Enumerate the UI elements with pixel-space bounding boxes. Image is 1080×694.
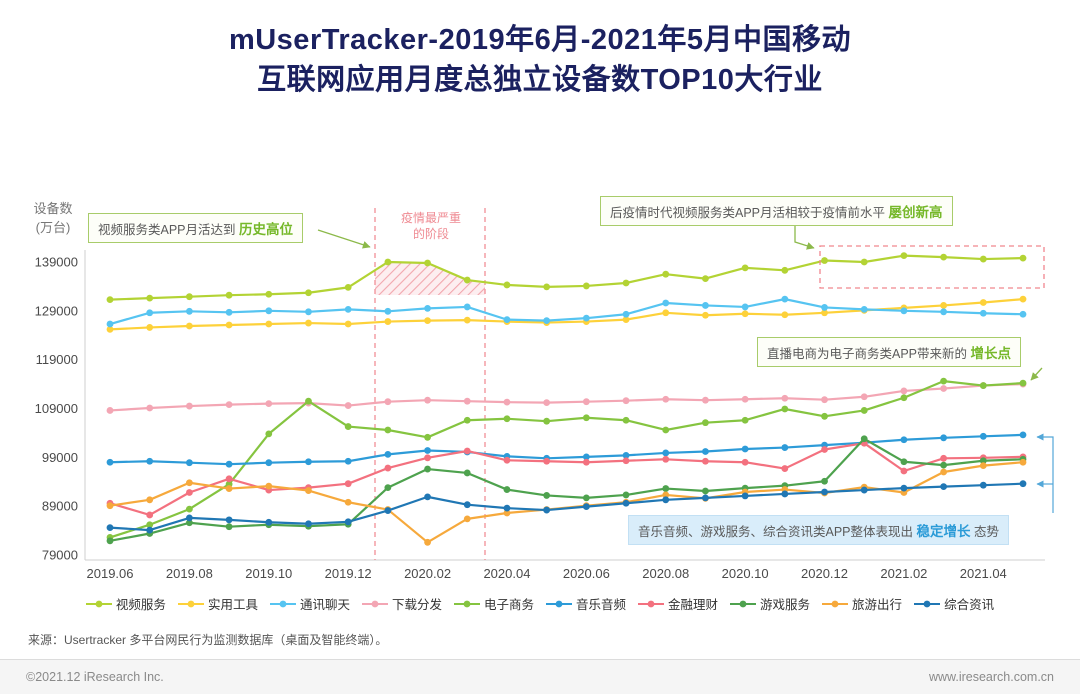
svg-text:2020.12: 2020.12 <box>801 566 848 581</box>
annotation-stable-growth-suffix: 态势 <box>970 525 999 539</box>
series-line-视频服务 <box>106 252 1027 304</box>
legend-marker-icon <box>638 600 665 607</box>
new-high-dashed-box <box>819 245 1045 289</box>
legend-item-视频服务: 视频服务 <box>85 594 166 613</box>
annotation-new-high-text: 后疫情时代视频服务类APP月活相较于疫情前水平 <box>610 206 889 220</box>
legend-marker-icon <box>822 600 849 607</box>
annotation-new-high: 后疫情时代视频服务类APP月活相较于疫情前水平 屡创新高 <box>600 196 953 226</box>
legend-item-综合资讯: 综合资讯 <box>914 594 994 613</box>
epidemic-label-line2: 的阶段 <box>412 227 449 242</box>
annotation-new-high-highlight: 屡创新高 <box>888 205 943 220</box>
epidemic-period-label: 疫情最严重 的阶段 <box>381 210 481 242</box>
y-axis-title-line2: (万台) <box>35 219 71 235</box>
x-axis-ticks: 2019.06 2019.08 2019.10 2019.12 2020.02 2020.… <box>87 566 1007 581</box>
svg-text:99000: 99000 <box>42 450 78 465</box>
annotation-history-high-highlight: 历史高位 <box>239 222 293 237</box>
legend-label: 下载分发 <box>391 598 442 612</box>
svg-text:129000: 129000 <box>35 303 78 318</box>
legend-label: 金融理财 <box>668 598 719 612</box>
svg-text:2020.08: 2020.08 <box>642 566 689 581</box>
epidemic-label-line1: 疫情最严重 <box>400 211 461 225</box>
svg-text:109000: 109000 <box>35 401 78 416</box>
y-axis-title-line1: 设备数 <box>33 201 73 216</box>
legend-marker-icon <box>914 600 941 607</box>
footer-copyright: ©2021.12 iResearch Inc. <box>26 670 164 684</box>
series-line-下载分发 <box>106 380 1027 414</box>
y-axis-title: 设备数 (万台) <box>22 200 84 238</box>
page-title-line2: 互联网应用月度总独立设备数TOP10大行业 <box>257 64 823 97</box>
series-line-实用工具 <box>106 295 1027 333</box>
chart-legend: 视频服务 实用工具 通讯聊天 下载分发 电子商务 音乐音频 金融理财 游戏服务 旅游出行 综合资讯 <box>0 594 1080 613</box>
legend-label: 音乐音频 <box>576 598 627 612</box>
legend-item-金融理财: 金融理财 <box>638 594 718 613</box>
page-title: mUserTracker-2019年6月-2021年5月中国移动 互联网应用月度… <box>0 20 1080 100</box>
annotation-growth-point-highlight: 增长点 <box>970 346 1012 361</box>
svg-text:2020.04: 2020.04 <box>483 566 530 581</box>
svg-text:139000: 139000 <box>35 255 78 270</box>
annotation-history-high: 视频服务类APP月活达到 历史高位 <box>88 213 303 243</box>
legend-label: 通讯聊天 <box>299 598 350 612</box>
legend-marker-icon <box>177 600 204 607</box>
legend-marker-icon <box>546 600 572 607</box>
footer-bar: ©2021.12 iResearch Inc. www.iresearch.co… <box>0 659 1080 694</box>
series-line-综合资讯 <box>106 480 1027 534</box>
svg-text:2021.04: 2021.04 <box>960 566 1007 581</box>
epidemic-dashed-lines <box>374 208 486 560</box>
legend-label: 游戏服务 <box>760 598 811 612</box>
legend-item-实用工具: 实用工具 <box>177 594 258 613</box>
series-line-电子商务 <box>106 377 1027 541</box>
svg-text:2019.08: 2019.08 <box>166 566 213 581</box>
svg-text:2020.06: 2020.06 <box>563 566 610 581</box>
page-title-line1: mUserTracker-2019年6月-2021年5月中国移动 <box>228 24 852 56</box>
legend-marker-icon <box>269 600 296 607</box>
annotation-stable-growth-text: 音乐音频、游戏服务、综合资讯类APP整体表现出 <box>638 525 917 539</box>
legend-label: 实用工具 <box>207 598 258 612</box>
hatch-region <box>375 262 485 295</box>
axes <box>84 250 1045 561</box>
y-axis-ticks: 139000 129000 119000 109000 99000 89000 79000 <box>35 255 78 563</box>
svg-text:89000: 89000 <box>42 499 78 514</box>
legend-marker-icon <box>730 600 757 607</box>
legend-item-音乐音频: 音乐音频 <box>546 594 626 613</box>
legend-item-旅游出行: 旅游出行 <box>822 594 902 613</box>
series-line-通讯聊天 <box>106 295 1027 328</box>
legend-label: 视频服务 <box>115 598 166 612</box>
svg-text:119000: 119000 <box>36 352 78 367</box>
legend-marker-icon <box>85 600 112 607</box>
svg-text:2020.10: 2020.10 <box>722 566 769 581</box>
annotation-stable-growth-highlight: 稳定增长 <box>916 524 971 539</box>
annotation-growth-point: 直播电商为电子商务类APP带来新的 增长点 <box>757 337 1021 367</box>
legend-marker-icon <box>361 600 388 607</box>
svg-text:2019.12: 2019.12 <box>325 566 372 581</box>
svg-text:79000: 79000 <box>42 548 78 563</box>
legend-item-下载分发: 下载分发 <box>361 594 442 613</box>
footer-website: www.iresearch.com.cn <box>928 670 1054 684</box>
annotation-stable-growth: 音乐音频、游戏服务、综合资讯类APP整体表现出 稳定增长 态势 <box>628 515 1009 545</box>
annotation-growth-point-text: 直播电商为电子商务类APP带来新的 <box>767 347 971 361</box>
series-line-金融理财 <box>106 439 1027 519</box>
legend-label: 旅游出行 <box>852 598 903 612</box>
legend-marker-icon <box>453 600 480 607</box>
annotation-connectors <box>317 224 1054 513</box>
legend-label: 电子商务 <box>483 598 534 612</box>
svg-text:2020.02: 2020.02 <box>404 566 451 581</box>
svg-text:2019.10: 2019.10 <box>245 566 292 581</box>
legend-item-电子商务: 电子商务 <box>453 594 534 613</box>
source-note: 来源：Usertracker 多平台网民行为监测数据库（桌面及智能终端）。 <box>28 633 388 647</box>
svg-text:2021.02: 2021.02 <box>880 566 927 581</box>
annotation-history-high-text: 视频服务类APP月活达到 <box>98 223 239 237</box>
legend-item-游戏服务: 游戏服务 <box>730 594 810 613</box>
legend-label: 综合资讯 <box>944 598 995 612</box>
svg-text:2019.06: 2019.06 <box>87 566 134 581</box>
legend-item-通讯聊天: 通讯聊天 <box>269 594 350 613</box>
